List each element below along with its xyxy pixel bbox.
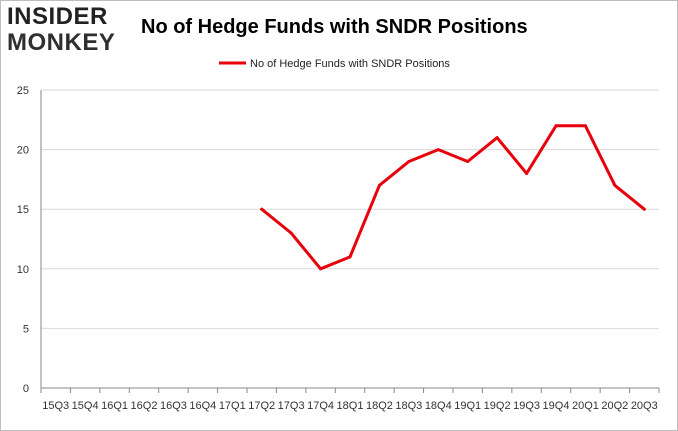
- x-tick-label: 16Q3: [160, 400, 187, 412]
- x-tick-label: 18Q3: [395, 400, 422, 412]
- data-point: [319, 267, 323, 271]
- legend-label: No of Hedge Funds with SNDR Positions: [250, 58, 450, 70]
- series-lines: [260, 124, 646, 271]
- logo-line-2: MONKEY: [7, 29, 116, 56]
- x-tick-label: 20Q3: [631, 400, 658, 412]
- x-tick-labels: 15Q3 15Q4 16Q1 16Q2 16Q3 16Q4 17Q1 17Q2 17Q3 17Q4…: [42, 400, 657, 412]
- x-tick-label: 19Q4: [543, 400, 570, 412]
- x-tick-label: 15Q4: [72, 400, 99, 412]
- data-point: [466, 160, 470, 164]
- data-point: [348, 255, 352, 259]
- data-point: [525, 171, 529, 175]
- x-tick-label: 19Q3: [513, 400, 540, 412]
- data-point: [436, 148, 440, 152]
- x-tick-label: 17Q3: [278, 400, 305, 412]
- y-tick-label: 15: [17, 204, 29, 216]
- x-tick-label: 15Q3: [42, 400, 69, 412]
- x-tick-label: 16Q4: [189, 400, 216, 412]
- y-tick-label: 10: [17, 264, 29, 276]
- x-tick-label: 17Q2: [248, 400, 275, 412]
- data-point: [613, 183, 617, 187]
- axes: [40, 90, 660, 393]
- x-tick-label: 19Q2: [484, 400, 511, 412]
- x-tick-label: 20Q2: [601, 400, 628, 412]
- data-point: [554, 124, 558, 128]
- data-point: [642, 207, 646, 211]
- y-tick-label: 5: [23, 323, 29, 335]
- x-tick-label: 17Q4: [307, 400, 334, 412]
- logo-line-1: INSIDER: [7, 3, 108, 30]
- data-point: [407, 160, 411, 164]
- x-tick-label: 16Q1: [101, 400, 128, 412]
- x-tick-label: 18Q4: [425, 400, 452, 412]
- x-tick-label: 19Q1: [454, 400, 481, 412]
- insider-monkey-logo: INSIDER MONKEY: [7, 5, 129, 55]
- data-point: [260, 207, 264, 211]
- x-tick-label: 17Q1: [219, 400, 246, 412]
- data-point: [583, 124, 587, 128]
- y-tick-labels: 0 5 10 15 20 25: [17, 85, 29, 395]
- x-tick-label: 18Q1: [337, 400, 364, 412]
- y-tick-label: 0: [23, 383, 29, 395]
- chart-title: No of Hedge Funds with SNDR Positions: [141, 16, 528, 38]
- grid-lines: [41, 89, 659, 329]
- x-tick-label: 16Q2: [131, 400, 158, 412]
- data-point: [289, 231, 293, 235]
- data-point: [377, 183, 381, 187]
- x-tick-label: 18Q2: [366, 400, 393, 412]
- data-point: [495, 136, 499, 140]
- legend: No of Hedge Funds with SNDR Positions: [219, 58, 450, 70]
- y-tick-label: 25: [17, 85, 29, 97]
- y-tick-label: 20: [17, 145, 29, 157]
- series-line: [260, 124, 646, 271]
- x-tick-label: 20Q1: [572, 400, 599, 412]
